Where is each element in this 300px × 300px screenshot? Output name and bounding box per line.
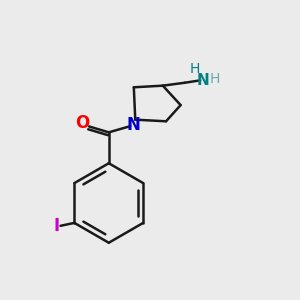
Text: N: N	[197, 73, 209, 88]
Text: N: N	[127, 116, 141, 134]
Text: H: H	[190, 62, 200, 76]
Text: I: I	[54, 217, 60, 235]
Text: H: H	[209, 72, 220, 86]
Text: O: O	[75, 114, 89, 132]
